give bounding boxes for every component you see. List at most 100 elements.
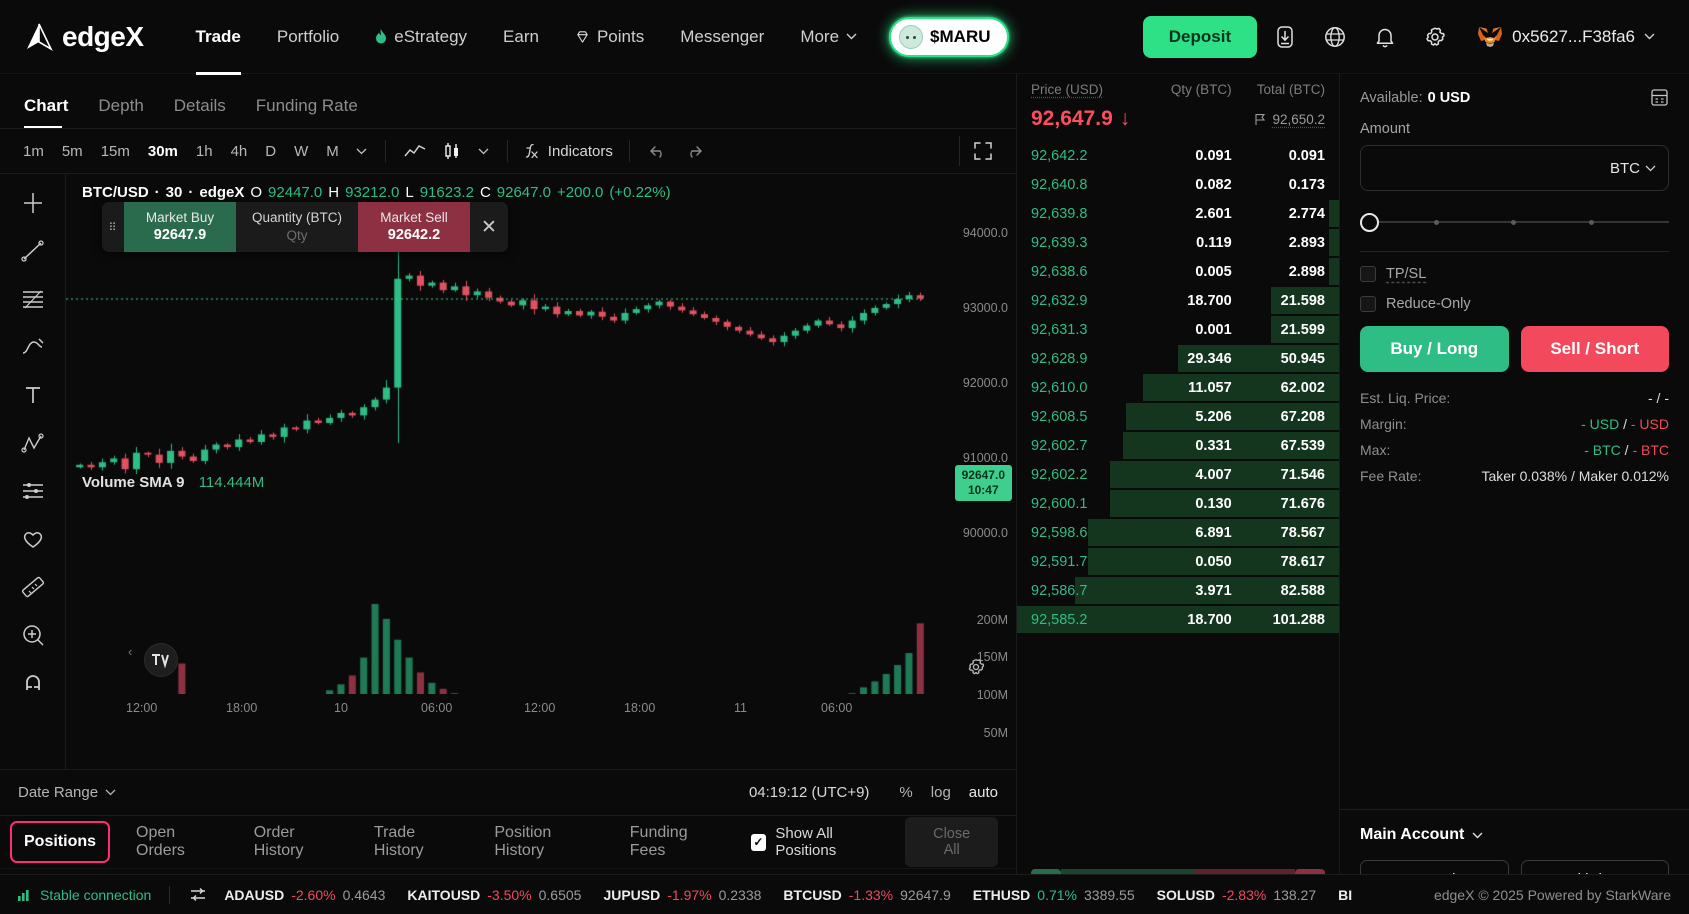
scale-percent-button[interactable]: % <box>899 784 913 801</box>
chart-quantity-input[interactable]: Quantity (BTC) Qty <box>236 202 358 252</box>
brush-icon[interactable] <box>16 332 50 362</box>
nav-item-more[interactable]: More <box>782 21 875 53</box>
order-book-row[interactable]: 92,610.0 11.057 62.002 <box>1017 373 1339 402</box>
positions-tab-open-orders[interactable]: Open Orders <box>136 824 185 859</box>
order-book-row[interactable]: 92,586.7 3.971 82.588 <box>1017 576 1339 605</box>
nav-item-trade[interactable]: Trade <box>178 21 259 75</box>
timeframe-30m[interactable]: 30m <box>147 142 178 160</box>
timeframe-more-chevron-down-icon[interactable] <box>348 144 375 159</box>
redo-icon[interactable] <box>676 139 712 163</box>
bell-icon[interactable] <box>1363 15 1407 59</box>
fullscreen-icon[interactable] <box>959 136 1002 166</box>
timeframe-1m[interactable]: 1m <box>23 142 44 160</box>
positions-tab-position-history[interactable]: Position History <box>494 824 552 859</box>
globe-icon[interactable] <box>1313 15 1357 59</box>
buy-long-button[interactable]: Buy / Long <box>1360 326 1509 372</box>
positions-tab-funding-fees[interactable]: Funding Fees <box>629 824 688 859</box>
show-all-positions-checkbox[interactable]: ✓ Show All Positions <box>750 825 890 859</box>
close-all-button[interactable]: Close All <box>905 817 998 867</box>
pattern-icon[interactable] <box>16 428 50 458</box>
time-axis[interactable]: 12:00 18:00 10 06:00 12:00 18:00 11 06:0… <box>66 701 930 723</box>
tpsl-checkbox[interactable] <box>1360 266 1376 282</box>
slider-step-75[interactable] <box>1588 219 1594 225</box>
timeframe-m[interactable]: M <box>326 142 339 160</box>
chart-market-buy-button[interactable]: Market Buy 92647.9 <box>124 202 236 252</box>
ticker-item[interactable]: SOLUSD -2.83% 138.27 <box>1157 887 1317 903</box>
reduce-only-checkbox-row[interactable]: Reduce-Only <box>1360 296 1669 312</box>
indicators-button[interactable]: Indicators <box>518 137 619 165</box>
tab-funding-rate[interactable]: Funding Rate <box>255 96 358 115</box>
tab-details[interactable]: Details <box>173 96 226 115</box>
line-chart-type-icon[interactable] <box>396 139 434 163</box>
market-tickers[interactable]: ADAUSD -2.60% 0.4643 KAITOUSD -3.50% 0.6505 JU… <box>224 887 1366 903</box>
slider-step-25[interactable] <box>1434 219 1440 225</box>
order-book-row[interactable]: 92,639.8 2.601 2.774 <box>1017 199 1339 228</box>
positions-tab-order-history[interactable]: Order History <box>253 824 304 859</box>
order-book-row[interactable]: 92,591.7 0.050 78.617 <box>1017 547 1339 576</box>
order-book-row[interactable]: 92,639.3 0.119 2.893 <box>1017 228 1339 257</box>
magnet-icon[interactable] <box>16 668 50 698</box>
main-account-selector[interactable]: Main Account <box>1360 826 1669 844</box>
chart-settings-gear-icon[interactable] <box>966 657 986 677</box>
gear-icon[interactable] <box>1413 15 1457 59</box>
candlestick-chart-type-icon[interactable] <box>434 137 470 165</box>
fib-retracement-icon[interactable] <box>16 284 50 314</box>
order-book-row[interactable]: 92,600.1 0.130 71.676 <box>1017 489 1339 518</box>
amount-unit-selector[interactable]: BTC <box>1610 160 1656 177</box>
trend-line-icon[interactable] <box>16 236 50 266</box>
timeframe-d[interactable]: D <box>265 142 277 160</box>
date-range-selector[interactable]: Date Range <box>18 784 116 801</box>
positions-tab-trade-history[interactable]: Trade History <box>373 824 424 859</box>
order-book-row[interactable]: 92,602.2 4.007 71.546 <box>1017 460 1339 489</box>
ticker-item[interactable]: BI <box>1338 887 1366 903</box>
order-book-row[interactable]: 92,632.9 18.700 21.598 <box>1017 286 1339 315</box>
ticker-settings-icon[interactable] <box>188 886 208 904</box>
tpsl-checkbox-row[interactable]: TP/SL <box>1360 266 1669 282</box>
forecast-icon[interactable] <box>16 476 50 506</box>
scale-auto-button[interactable]: auto <box>968 784 998 801</box>
tab-chart[interactable]: Chart <box>24 96 68 128</box>
nav-item-points[interactable]: Points <box>557 21 662 53</box>
undo-icon[interactable] <box>640 139 676 163</box>
tradingview-logo-icon[interactable] <box>144 643 178 677</box>
deposit-button[interactable]: Deposit <box>1142 15 1258 58</box>
slider-knob[interactable] <box>1360 212 1379 232</box>
chart-market-sell-button[interactable]: Market Sell 92642.2 <box>358 202 470 252</box>
text-tool-icon[interactable] <box>16 380 50 410</box>
brand-logo[interactable]: edgeX <box>24 21 144 53</box>
crosshair-icon[interactable] <box>16 188 50 218</box>
download-icon[interactable] <box>1263 15 1307 59</box>
order-book-row[interactable]: 92,642.2 0.091 0.091 <box>1017 141 1339 170</box>
positions-tab-positions[interactable]: Positions <box>9 821 111 863</box>
order-book-row[interactable]: 92,628.9 29.346 50.945 <box>1017 344 1339 373</box>
maru-promo-button[interactable]: $MARU <box>889 16 1009 57</box>
amount-input-wrapper[interactable]: BTC <box>1360 145 1669 191</box>
calculator-icon[interactable] <box>1650 88 1669 107</box>
tab-depth[interactable]: Depth <box>98 96 144 115</box>
nav-item-earn[interactable]: Earn <box>485 21 557 53</box>
timeframe-4h[interactable]: 4h <box>230 142 248 160</box>
price-axis[interactable]: 94000.0 93000.0 92000.0 91000.0 90000.0 … <box>930 174 1016 769</box>
chart-type-chevron-down-icon[interactable] <box>470 144 497 159</box>
chart-canvas[interactable] <box>66 174 1012 694</box>
nav-item-portfolio[interactable]: Portfolio <box>259 21 357 53</box>
amount-input[interactable] <box>1373 159 1610 177</box>
ticker-item[interactable]: KAITOUSD -3.50% 0.6505 <box>407 887 581 903</box>
amount-percent-slider[interactable] <box>1360 209 1669 235</box>
close-icon[interactable]: ✕ <box>481 216 497 238</box>
chart-scroll-left-icon[interactable]: ‹ <box>128 644 133 659</box>
drag-handle-icon[interactable]: ⠿ <box>108 221 118 234</box>
order-book-row[interactable]: 92,631.3 0.001 21.599 <box>1017 315 1339 344</box>
price-chart[interactable]: BTC/USD · 30 · edgeX O 92447.0 H 93212.0… <box>66 174 1016 769</box>
timeframe-15m[interactable]: 15m <box>100 142 130 160</box>
timeframe-w[interactable]: W <box>294 142 309 160</box>
order-book-row[interactable]: 92,585.2 18.700 101.288 <box>1017 605 1339 634</box>
zoom-in-icon[interactable] <box>16 620 50 650</box>
ticker-item[interactable]: ADAUSD -2.60% 0.4643 <box>224 887 385 903</box>
order-book-row[interactable]: 92,640.8 0.082 0.173 <box>1017 170 1339 199</box>
ticker-item[interactable]: BTCUSD -1.33% 92647.9 <box>783 887 950 903</box>
favorites-heart-icon[interactable] <box>16 524 50 554</box>
ticker-item[interactable]: ETHUSD 0.71% 3389.55 <box>973 887 1135 903</box>
nav-item-estrategy[interactable]: eStrategy <box>357 21 485 53</box>
sell-short-button[interactable]: Sell / Short <box>1520 326 1669 372</box>
